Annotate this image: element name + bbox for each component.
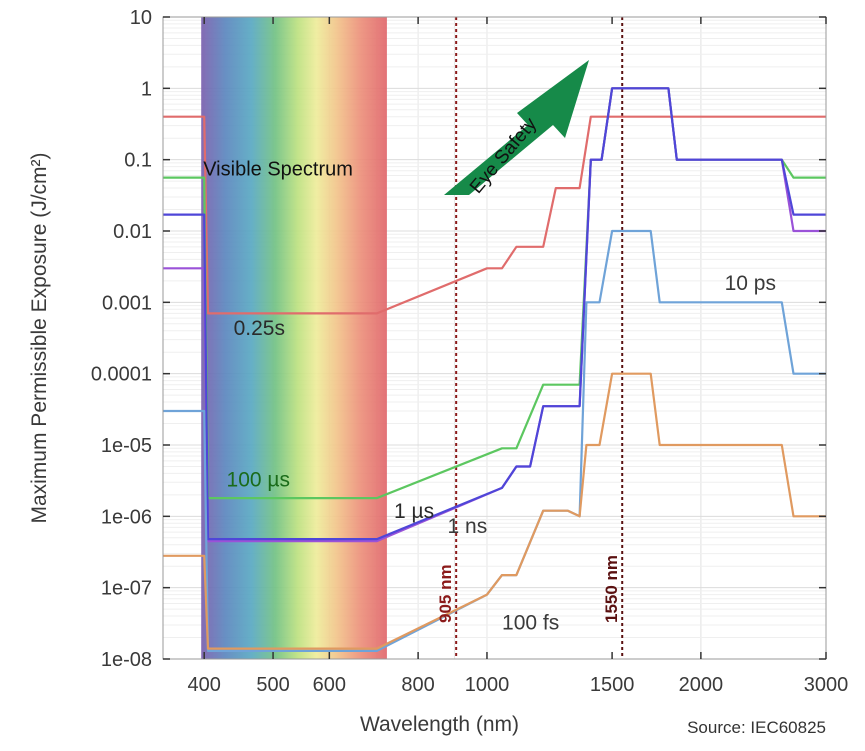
- x-tick-label: 400: [188, 674, 221, 696]
- x-tick-label: 1500: [590, 674, 635, 696]
- y-tick-label: 1: [141, 78, 152, 100]
- y-tick-label: 1e-08: [101, 649, 152, 671]
- y-tick-label: 1e-07: [101, 578, 152, 600]
- series-label: 0.25s: [234, 317, 285, 340]
- series-line: [163, 372, 826, 650]
- series-label: 10 ps: [725, 272, 776, 295]
- wavelength-marker-label: 1550 nm: [602, 555, 621, 623]
- y-tick-label: 10: [130, 7, 152, 29]
- series-line: [163, 87, 826, 541]
- series-label: 100 fs: [502, 611, 559, 634]
- x-tick-label: 1000: [465, 674, 510, 696]
- series-label: 1 µs: [394, 500, 434, 523]
- y-tick-label: 0.0001: [91, 364, 152, 386]
- eye-safety-arrow: [444, 60, 589, 195]
- y-tick-label: 1e-06: [101, 506, 152, 528]
- series-label: 1 ns: [448, 515, 488, 538]
- x-tick-label: 2000: [679, 674, 724, 696]
- x-tick-label: 600: [313, 674, 346, 696]
- y-tick-label: 1e-05: [101, 435, 152, 457]
- wavelength-marker-label: 905 nm: [436, 564, 455, 623]
- plot-frame: [162, 16, 827, 660]
- series-label: 100 µs: [227, 469, 290, 492]
- y-axis-title: Maximum Permissible Exposure (J/cm²): [28, 152, 51, 523]
- x-tick-label: 3000: [804, 674, 849, 696]
- x-tick-label: 800: [401, 674, 434, 696]
- source-note: Source: IEC60825: [687, 718, 826, 737]
- x-tick-label: 500: [256, 674, 289, 696]
- y-tick-label: 0.01: [113, 221, 152, 243]
- x-axis-title: Wavelength (nm): [360, 713, 519, 736]
- visible-spectrum-band: [201, 17, 387, 659]
- y-tick-label: 0.001: [102, 292, 152, 314]
- y-tick-label: 0.1: [124, 150, 152, 172]
- series-line: [163, 115, 826, 315]
- visible-spectrum-label: Visible Spectrum: [203, 158, 353, 180]
